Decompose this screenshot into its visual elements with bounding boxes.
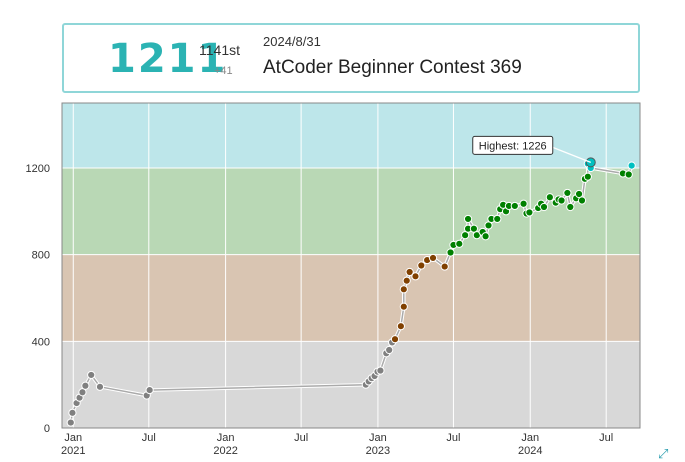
x-tick-year-label: 2021 bbox=[61, 445, 85, 457]
rating-point[interactable] bbox=[484, 221, 493, 230]
rating-point[interactable] bbox=[66, 418, 75, 427]
x-tick-label: Jul bbox=[142, 432, 156, 444]
y-tick-label: 400 bbox=[32, 336, 50, 348]
rating-point[interactable] bbox=[455, 239, 464, 248]
rating-point[interactable] bbox=[519, 199, 528, 208]
annotation-label: Highest: 1226 bbox=[479, 140, 547, 152]
rating-bands bbox=[62, 103, 640, 428]
rating-point[interactable] bbox=[446, 248, 455, 257]
rating-point[interactable] bbox=[390, 335, 400, 344]
rating-point[interactable] bbox=[95, 382, 105, 391]
y-tick-label: 0 bbox=[44, 423, 50, 435]
rating-point[interactable] bbox=[396, 322, 405, 331]
rating-point[interactable] bbox=[81, 381, 90, 390]
rating-point[interactable] bbox=[481, 232, 490, 241]
rating-point[interactable] bbox=[376, 366, 385, 375]
annotation-connector bbox=[552, 146, 591, 163]
x-tick-year-label: 2023 bbox=[366, 445, 390, 457]
highest-annotation: Highest: 1226 bbox=[472, 135, 596, 168]
rating-point[interactable] bbox=[563, 188, 572, 198]
plot-border bbox=[61, 102, 641, 429]
rating-point[interactable] bbox=[428, 253, 438, 263]
rating-point[interactable] bbox=[461, 231, 470, 240]
x-tick-label: Jan bbox=[64, 432, 82, 444]
rating-point[interactable] bbox=[539, 202, 549, 212]
rating-points bbox=[66, 158, 636, 427]
x-tick-year-label: 2022 bbox=[213, 445, 237, 457]
contest-name[interactable]: AtCoder Beginner Contest 369 bbox=[263, 57, 522, 78]
contest-date: 2024/8/31 bbox=[263, 34, 321, 49]
current-rating: 1211 bbox=[108, 36, 228, 82]
rating-point[interactable] bbox=[411, 272, 420, 281]
x-tick-label: Jul bbox=[294, 432, 308, 444]
status-card: 1211 1141st +41 2024/8/31 AtCoder Beginn… bbox=[62, 23, 640, 93]
rating-point[interactable] bbox=[87, 370, 96, 380]
rating-point[interactable] bbox=[402, 276, 411, 285]
rating-point[interactable] bbox=[78, 388, 87, 397]
band-green bbox=[62, 168, 640, 255]
rating-diff: +41 bbox=[214, 65, 233, 77]
grid-lines bbox=[62, 103, 640, 428]
rating-point[interactable] bbox=[399, 302, 408, 311]
rating-point[interactable] bbox=[440, 262, 449, 271]
x-tick-label: Jan bbox=[521, 432, 539, 444]
x-tick-label: Jul bbox=[599, 432, 613, 444]
y-tick-label: 800 bbox=[32, 250, 50, 262]
band-brown bbox=[62, 254, 640, 342]
rating-point[interactable] bbox=[469, 224, 479, 233]
band-cyan bbox=[62, 103, 640, 168]
rating-point[interactable] bbox=[577, 196, 587, 205]
rating-point[interactable] bbox=[399, 285, 408, 294]
rating-point[interactable] bbox=[545, 193, 554, 202]
contest-rank: 1141st bbox=[199, 42, 240, 58]
rating-point[interactable] bbox=[68, 408, 77, 417]
x-tick-year-label: 2024 bbox=[518, 445, 542, 457]
rating-point[interactable] bbox=[493, 214, 502, 224]
expand-icon[interactable]: ⤢ bbox=[658, 446, 669, 461]
rating-point[interactable] bbox=[557, 196, 566, 205]
y-tick-label: 1200 bbox=[26, 163, 50, 175]
rating-point[interactable] bbox=[624, 170, 633, 179]
rating-point[interactable] bbox=[525, 208, 534, 217]
rating-point[interactable] bbox=[417, 261, 426, 270]
x-tick-label: Jan bbox=[217, 432, 235, 444]
rating-point[interactable] bbox=[463, 214, 473, 224]
x-tick-label: Jul bbox=[446, 432, 460, 444]
rating-point[interactable] bbox=[510, 201, 519, 211]
rating-point[interactable] bbox=[566, 202, 575, 212]
rating-point[interactable] bbox=[627, 161, 636, 170]
annotation-box bbox=[472, 135, 554, 155]
rating-point[interactable] bbox=[405, 267, 414, 277]
rating-point[interactable] bbox=[145, 385, 154, 395]
rating-point[interactable] bbox=[583, 172, 592, 181]
rating-point[interactable] bbox=[574, 189, 584, 199]
x-tick-label: Jan bbox=[369, 432, 387, 444]
rating-point[interactable] bbox=[385, 345, 394, 355]
